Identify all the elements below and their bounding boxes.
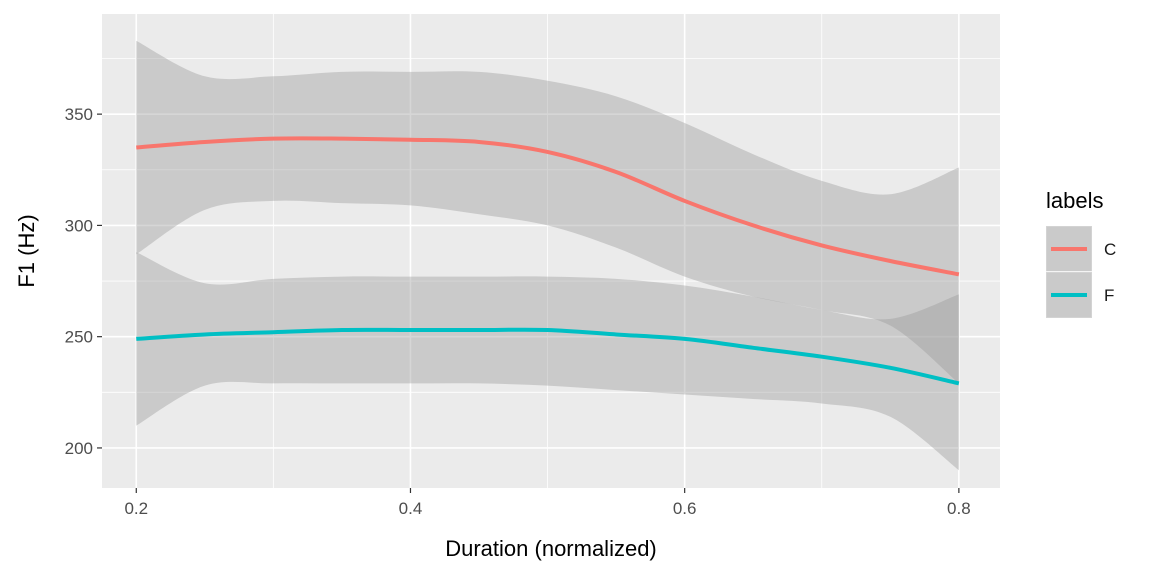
x-axis: 0.2 0.4 0.6 0.8 [124, 488, 971, 518]
grid-minor [102, 14, 1000, 488]
y-tick-label: 350 [65, 105, 93, 124]
y-tick-label: 250 [65, 328, 93, 347]
series-lines [136, 136, 960, 386]
confidence-band-F [136, 252, 959, 471]
legend-label-F: F [1104, 286, 1114, 305]
x-tick-label: 0.4 [399, 499, 423, 518]
x-axis-title: Duration (normalized) [445, 536, 657, 561]
y-tick-label: 200 [65, 439, 93, 458]
legend-items: CF [1045, 225, 1116, 319]
y-axis-title: F1 (Hz) [14, 214, 39, 287]
grid-major [102, 14, 1000, 488]
legend-label-C: C [1104, 240, 1116, 259]
y-tick-label: 300 [65, 216, 93, 235]
x-tick-label: 0.6 [673, 499, 697, 518]
confidence-band-C [136, 40, 959, 384]
legend: labels CF [1045, 188, 1116, 319]
y-axis: 200 250 300 350 [65, 105, 102, 458]
series-line-C [136, 136, 960, 277]
x-tick-label: 0.8 [947, 499, 971, 518]
legend-title: labels [1046, 188, 1103, 213]
confidence-ribbons [136, 40, 959, 471]
series-line-F [136, 327, 960, 386]
x-tick-label: 0.2 [124, 499, 148, 518]
